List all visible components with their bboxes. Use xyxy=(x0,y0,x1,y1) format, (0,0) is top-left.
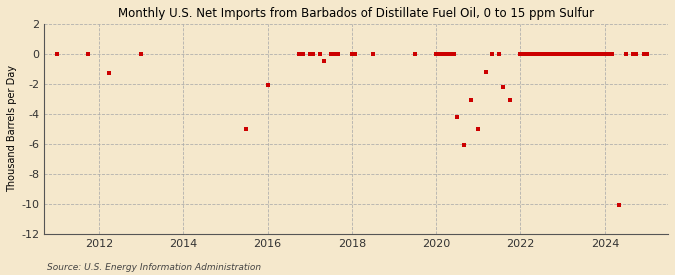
Point xyxy=(294,52,304,56)
Point xyxy=(262,83,273,88)
Point xyxy=(136,52,146,56)
Point xyxy=(568,52,578,56)
Point xyxy=(297,52,308,56)
Point xyxy=(473,127,484,131)
Point xyxy=(315,52,325,56)
Point xyxy=(308,52,319,56)
Point xyxy=(529,52,540,56)
Point xyxy=(515,52,526,56)
Text: Source: U.S. Energy Information Administration: Source: U.S. Energy Information Administ… xyxy=(47,263,261,272)
Point xyxy=(547,52,558,56)
Point xyxy=(578,52,589,56)
Point xyxy=(614,203,624,208)
Point xyxy=(480,70,491,74)
Point xyxy=(536,52,547,56)
Point xyxy=(504,98,515,103)
Y-axis label: Thousand Barrels per Day: Thousand Barrels per Day xyxy=(7,65,17,192)
Point xyxy=(441,52,452,56)
Title: Monthly U.S. Net Imports from Barbados of Distillate Fuel Oil, 0 to 15 ppm Sulfu: Monthly U.S. Net Imports from Barbados o… xyxy=(118,7,594,20)
Point xyxy=(241,127,252,131)
Point xyxy=(497,85,508,89)
Point xyxy=(599,52,610,56)
Point xyxy=(582,52,593,56)
Point xyxy=(304,52,315,56)
Point xyxy=(603,52,614,56)
Point xyxy=(346,52,357,56)
Point xyxy=(445,52,456,56)
Point xyxy=(554,52,565,56)
Point xyxy=(596,52,607,56)
Point xyxy=(607,52,618,56)
Point xyxy=(592,52,603,56)
Point xyxy=(350,52,360,56)
Point xyxy=(641,52,652,56)
Point xyxy=(638,52,649,56)
Point xyxy=(558,52,568,56)
Point xyxy=(631,52,642,56)
Point xyxy=(533,52,543,56)
Point xyxy=(104,71,115,76)
Point xyxy=(368,52,379,56)
Point xyxy=(550,52,561,56)
Point xyxy=(410,52,421,56)
Point xyxy=(561,52,572,56)
Point xyxy=(459,143,470,148)
Point xyxy=(438,52,449,56)
Point xyxy=(585,52,596,56)
Point xyxy=(325,52,336,56)
Point xyxy=(431,52,441,56)
Point xyxy=(518,52,529,56)
Point xyxy=(333,52,344,56)
Point xyxy=(589,52,599,56)
Point xyxy=(539,52,550,56)
Point xyxy=(526,52,537,56)
Point xyxy=(318,59,329,64)
Point xyxy=(620,52,631,56)
Point xyxy=(487,52,497,56)
Point xyxy=(51,52,62,56)
Point xyxy=(494,52,505,56)
Point xyxy=(329,52,340,56)
Point xyxy=(543,52,554,56)
Point xyxy=(434,52,445,56)
Point xyxy=(448,52,459,56)
Point xyxy=(564,52,575,56)
Point xyxy=(452,115,462,119)
Point xyxy=(575,52,586,56)
Point xyxy=(522,52,533,56)
Point xyxy=(571,52,582,56)
Point xyxy=(83,52,94,56)
Point xyxy=(466,98,477,103)
Point xyxy=(628,52,639,56)
